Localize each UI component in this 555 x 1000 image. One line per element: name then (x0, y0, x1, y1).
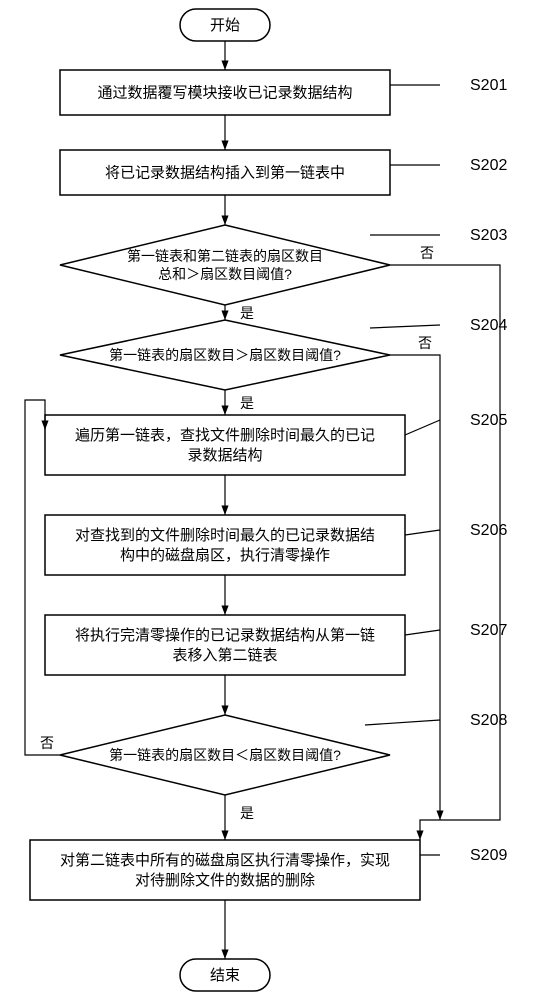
process-b1-line0: 通过数据覆写模块接收已记录数据结构 (97, 85, 352, 102)
edge-label-e-d4-b5: 是 (240, 395, 254, 411)
step-label-S205: S205 (470, 412, 507, 429)
process-b6 (45, 515, 405, 575)
decision-d8-line0: 第一链表的扇区数目＜扇区数目阈值? (109, 747, 341, 763)
step-label-S201: S201 (470, 77, 507, 94)
leader-S208 (365, 720, 440, 725)
process-b7-line1: 表移入第二链表 (172, 646, 277, 664)
flowchart-canvas: 开始结束 通过数据覆写模块接收已记录数据结构将已记录数据结构插入到第一链表中遍历第… (0, 0, 555, 1000)
step-label-S206: S206 (470, 522, 507, 539)
process-b9 (30, 840, 420, 900)
step-label-S207: S207 (470, 622, 507, 639)
edge-label-e-d8-no: 否 (40, 735, 54, 751)
process-b6-line1: 构中的磁盘扇区，执行清零操作 (120, 546, 330, 564)
process-b7-line0: 将执行完清零操作的已记录数据结构从第一链 (75, 626, 375, 644)
step-label-S204: S204 (470, 317, 507, 334)
process-b6-line0: 对查找到的文件删除时间最久的已记录数据结 (75, 527, 375, 544)
process-b5 (45, 415, 405, 475)
step-label-S208: S208 (470, 712, 507, 729)
step-label-S203: S203 (470, 227, 507, 244)
edge-label-e-d4-no: 否 (418, 335, 432, 351)
decision-d3-line0: 第一链表和第二链表的扇区数目 (127, 248, 323, 264)
edge-label-e-d8-b9: 是 (240, 805, 254, 821)
leader-S205 (405, 420, 440, 435)
process-b5-line1: 录数据结构 (187, 447, 262, 464)
step-label-S209: S209 (470, 847, 507, 864)
edge-label-e-d3-d4: 是 (240, 305, 254, 321)
step-label-S202: S202 (470, 157, 507, 174)
process-b2-line0: 将已记录数据结构插入到第一链表中 (105, 164, 345, 182)
terminator-end-label: 结束 (210, 967, 240, 984)
process-b5-line0: 遍历第一链表，查找文件删除时间最久的已记 (75, 426, 375, 444)
leader-S206 (405, 530, 440, 535)
process-b9-line1: 对待删除文件的数据的删除 (135, 872, 315, 889)
edge-e-d8-no (25, 400, 60, 755)
edge-e-d3-no (390, 265, 500, 840)
leader-S207 (405, 630, 440, 635)
process-b9-line0: 对第二链表中所有的磁盘扇区执行清零操作，实现 (60, 851, 390, 869)
decision-d3 (60, 225, 390, 305)
decision-d3-line1: 总和＞扇区数目阈值? (158, 266, 292, 282)
decision-d4-line0: 第一链表的扇区数目＞扇区数目阈值? (109, 347, 341, 363)
edge-label-e-d3-no: 否 (420, 245, 434, 261)
edge-e-d4-no (390, 355, 440, 820)
terminator-start-label: 开始 (210, 17, 240, 34)
process-b7 (45, 615, 405, 675)
leader-S204 (370, 325, 440, 328)
